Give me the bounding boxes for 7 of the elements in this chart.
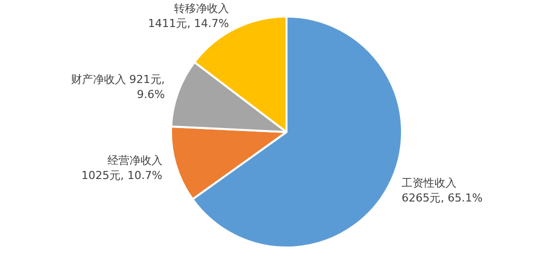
slice-label: 转移净收入 <box>174 2 229 15</box>
slice-label: 经营净收入 <box>107 154 162 167</box>
slice-label: 财产净收入 921元, 9.6% <box>70 73 165 102</box>
data-label: 6265元, 65.1% <box>402 192 483 205</box>
data-label: 1411元, 14.7% <box>148 16 229 30</box>
slice-label: 工资性收入 <box>402 176 457 190</box>
data-label: 1025元, 10.7% <box>81 168 162 182</box>
